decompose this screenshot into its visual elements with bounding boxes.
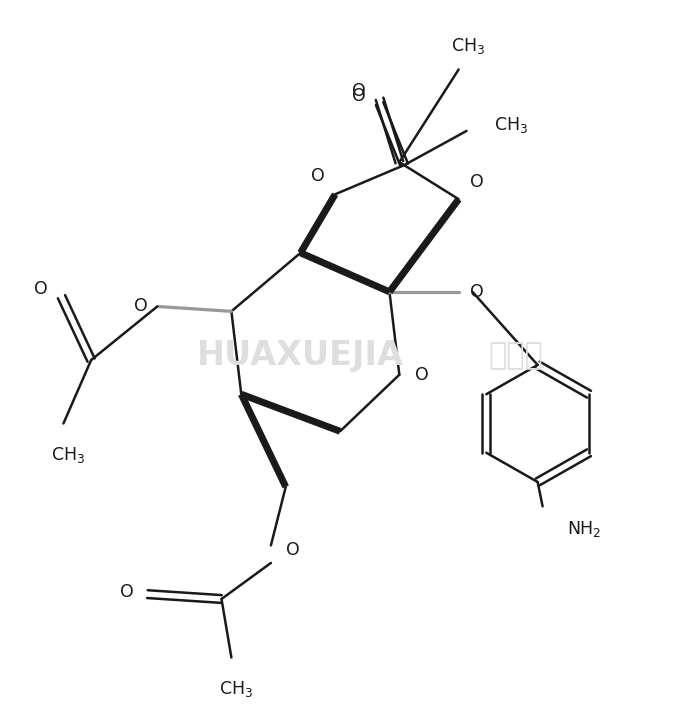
Text: NH$_2$: NH$_2$: [567, 519, 601, 539]
Text: CH$_3$: CH$_3$: [219, 679, 254, 699]
Text: O: O: [312, 167, 325, 184]
Text: O: O: [120, 583, 133, 602]
Text: O: O: [471, 283, 484, 301]
Text: O: O: [352, 82, 366, 100]
Text: CH$_3$: CH$_3$: [451, 36, 486, 56]
Text: O: O: [133, 297, 147, 316]
Text: O: O: [415, 366, 429, 384]
Text: CH$_3$: CH$_3$: [494, 115, 529, 135]
Text: CH$_3$: CH$_3$: [51, 445, 86, 465]
Text: HUAXUEJIA: HUAXUEJIA: [197, 339, 404, 372]
Text: O: O: [352, 87, 366, 104]
Text: O: O: [471, 174, 484, 191]
Text: O: O: [286, 542, 299, 559]
Text: 化学加: 化学加: [489, 341, 543, 370]
Text: O: O: [34, 280, 48, 298]
